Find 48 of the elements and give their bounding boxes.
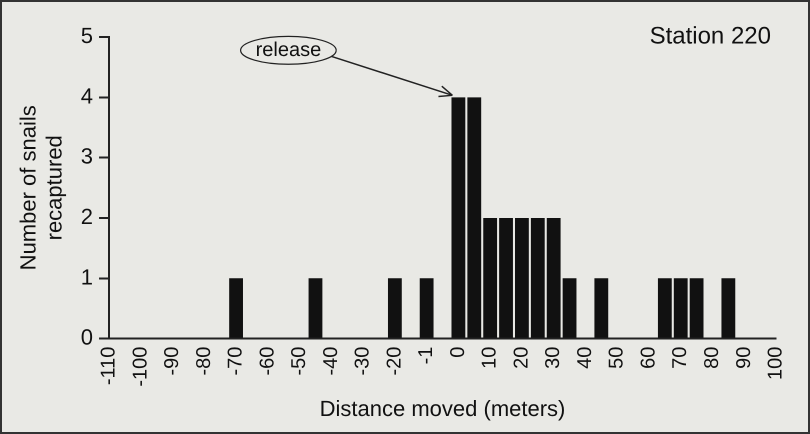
bar bbox=[229, 278, 243, 338]
x-tick-label: 60 bbox=[637, 346, 660, 369]
y-tick-label: 4 bbox=[80, 83, 94, 108]
bar bbox=[499, 218, 513, 338]
x-tick-label: -1 bbox=[415, 346, 438, 364]
bar bbox=[420, 278, 434, 338]
x-tick-label: 40 bbox=[574, 346, 596, 369]
y-tick-label: 3 bbox=[80, 144, 94, 169]
bar bbox=[690, 278, 704, 338]
x-tick-label: 70 bbox=[669, 346, 692, 369]
x-tick-label: -50 bbox=[288, 346, 310, 376]
x-tick-label: -70 bbox=[224, 346, 247, 376]
x-tick-label: -40 bbox=[320, 346, 342, 376]
x-tick-label: 50 bbox=[606, 346, 628, 369]
x-tick-label: -60 bbox=[256, 346, 278, 376]
x-tick-label: 80 bbox=[700, 346, 723, 369]
x-tick-label: -20 bbox=[383, 346, 406, 376]
bar bbox=[562, 278, 576, 338]
bar bbox=[594, 278, 608, 338]
x-tick-label: 100 bbox=[764, 346, 787, 380]
annotation: release bbox=[256, 38, 322, 61]
x-tick-label: -30 bbox=[352, 346, 374, 376]
bar bbox=[483, 218, 498, 338]
bar bbox=[546, 218, 561, 338]
bar bbox=[388, 278, 402, 338]
x-tick-label: -110 bbox=[98, 346, 120, 386]
bar bbox=[515, 218, 529, 338]
y-axis-title: Number of snails recaptured bbox=[15, 105, 67, 270]
x-tick-label: 0 bbox=[446, 346, 469, 358]
bar bbox=[658, 278, 672, 338]
x-tick-label: -90 bbox=[161, 346, 184, 376]
bar bbox=[308, 278, 322, 338]
x-tick-label: 30 bbox=[542, 346, 564, 369]
bar bbox=[530, 218, 545, 338]
bar bbox=[721, 278, 736, 338]
x-axis-title: Distance moved (meters) bbox=[320, 396, 566, 421]
x-tick-label: 10 bbox=[478, 346, 501, 369]
x-tick-label: 20 bbox=[510, 346, 532, 369]
y-tick-label: 5 bbox=[80, 23, 94, 48]
y-tick-label: 1 bbox=[80, 264, 94, 290]
chart-title: Station 220 bbox=[650, 22, 771, 50]
bar bbox=[467, 97, 482, 338]
x-tick-label: -80 bbox=[192, 346, 215, 376]
x-tick-label: 90 bbox=[732, 346, 755, 369]
bar bbox=[451, 97, 466, 338]
x-tick-label: -100 bbox=[129, 346, 152, 387]
bar bbox=[674, 278, 688, 338]
y-tick-label: 2 bbox=[80, 204, 94, 230]
